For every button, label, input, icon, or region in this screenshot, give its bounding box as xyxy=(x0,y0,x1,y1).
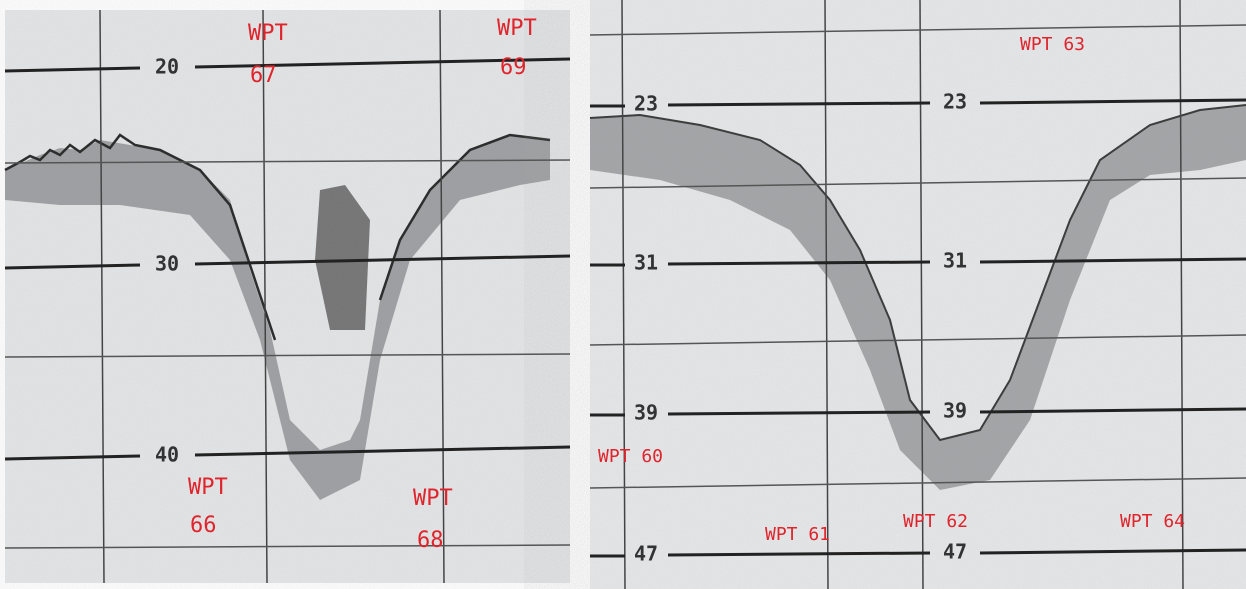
chart-line xyxy=(4,66,141,73)
chart-line xyxy=(919,0,924,589)
depth-label: 23 xyxy=(943,90,967,114)
chart-line xyxy=(979,548,1246,555)
waypoint-label: WPT xyxy=(188,475,228,500)
chart-line xyxy=(979,407,1246,414)
chart-line xyxy=(589,334,1246,346)
paper-texture xyxy=(5,10,570,583)
chart-line xyxy=(99,9,105,584)
waypoint-number: 67 xyxy=(250,63,277,88)
chart-line xyxy=(667,260,931,266)
waypoint-number: 66 xyxy=(190,513,217,538)
waypoint-label: WPT xyxy=(248,21,288,46)
chart-line xyxy=(667,101,931,107)
chart-line xyxy=(4,263,141,270)
chart-line xyxy=(4,353,571,358)
depth-label: 23 xyxy=(634,92,658,116)
waypoint-label: WPT 64 xyxy=(1120,511,1185,532)
waypoint-label: WPT xyxy=(413,486,453,511)
chart-line xyxy=(1179,0,1184,589)
waypoint-label: WPT 62 xyxy=(903,511,968,532)
chart-line xyxy=(589,177,1246,189)
chart-line xyxy=(979,98,1246,105)
chart-line xyxy=(589,477,1246,489)
waypoint-label: WPT xyxy=(497,16,537,41)
chart-line xyxy=(194,57,571,69)
left-chart xyxy=(4,10,570,583)
chart-line xyxy=(667,551,931,557)
waypoint-label: WPT 63 xyxy=(1020,34,1085,55)
chart-line xyxy=(194,254,571,266)
depth-label: 40 xyxy=(155,443,179,467)
depth-label: 39 xyxy=(943,399,967,423)
chart-line xyxy=(194,445,571,457)
waypoint-number: 69 xyxy=(500,55,527,80)
depth-label: 47 xyxy=(634,542,658,566)
chart-line xyxy=(667,410,931,416)
chart-line xyxy=(262,9,268,584)
chart-line xyxy=(4,544,571,549)
waypoint-label: WPT 61 xyxy=(765,524,830,545)
depth-label: 31 xyxy=(943,249,967,273)
chart-line xyxy=(439,9,445,584)
chart-line xyxy=(621,0,626,589)
chart-line xyxy=(589,24,1246,36)
paper-texture xyxy=(590,0,1246,589)
waypoint-number: 68 xyxy=(417,528,444,553)
right-chart xyxy=(589,0,1246,589)
waypoint-label: WPT 60 xyxy=(598,446,663,467)
depth-label: 47 xyxy=(943,540,967,564)
depth-label: 31 xyxy=(634,251,658,275)
chart-line xyxy=(824,0,829,589)
chart-line xyxy=(979,257,1246,264)
chart-line xyxy=(4,454,141,461)
depth-label: 39 xyxy=(634,401,658,425)
depth-label: 30 xyxy=(155,252,179,276)
depth-label: 20 xyxy=(155,55,179,79)
chart-line xyxy=(4,159,571,164)
